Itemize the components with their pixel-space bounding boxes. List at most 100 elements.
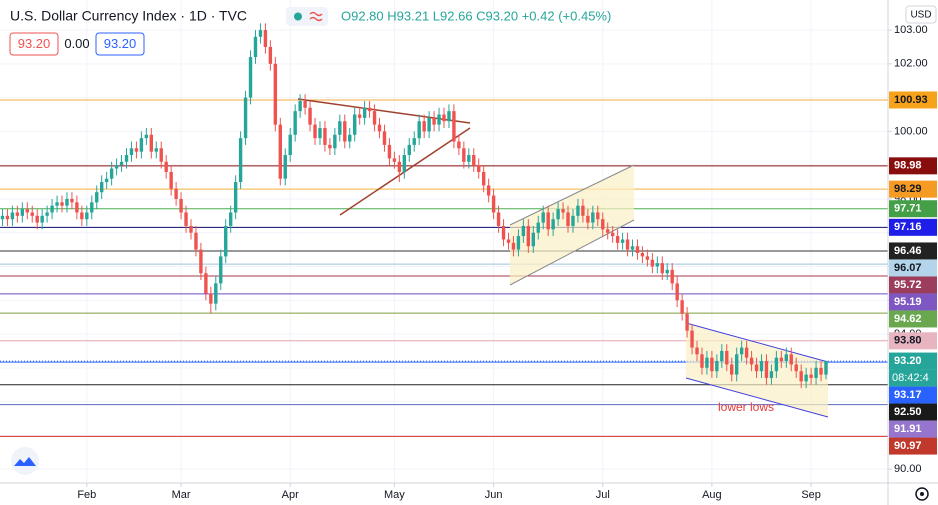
- candle-body: [432, 117, 436, 125]
- logo-icon: [14, 457, 36, 466]
- candle-body: [209, 293, 213, 304]
- candle-body: [189, 225, 193, 233]
- candle-body: [184, 212, 188, 226]
- logo[interactable]: [11, 447, 39, 475]
- candle-body: [571, 215, 575, 226]
- candle-body: [333, 134, 337, 149]
- candle-body: [253, 36, 258, 58]
- candle-body: [700, 354, 704, 368]
- candle-body: [417, 121, 421, 139]
- level-label: 95.72: [894, 279, 922, 291]
- candle-body: [685, 313, 689, 331]
- candle-body: [467, 155, 471, 162]
- indicator-box: [9, 32, 59, 56]
- level-label-box: [889, 332, 937, 350]
- candle-body: [323, 128, 327, 145]
- level-label-box: [889, 293, 937, 311]
- settings-icon[interactable]: [915, 487, 929, 501]
- x-tick-label: Sep: [801, 489, 821, 501]
- status-badge: [286, 7, 328, 26]
- channel-line: [509, 164, 635, 226]
- candle-body: [372, 111, 377, 125]
- ohlc-header: O92.80 H93.21 L92.66 C93.20 +0.42 (+0.45…: [341, 8, 611, 23]
- x-tick-label: Apr: [282, 489, 299, 501]
- candle-body: [45, 212, 49, 216]
- candle-body: [139, 138, 144, 152]
- candle-body: [348, 134, 352, 142]
- candle-body: [159, 148, 163, 162]
- candle-body: [109, 168, 114, 179]
- candle-body: [546, 212, 550, 230]
- candle-body: [95, 192, 99, 203]
- candle-body: [353, 114, 357, 135]
- candle-body: [5, 215, 10, 220]
- candle-body: [219, 256, 223, 284]
- level-label: 91.91: [894, 423, 922, 435]
- candle-body: [179, 198, 183, 213]
- candle-body: [30, 212, 34, 216]
- candle-body: [620, 239, 625, 243]
- candle-body: [759, 361, 764, 372]
- candle-body: [55, 202, 59, 206]
- candle-body: [35, 215, 39, 223]
- candle-body: [0, 215, 5, 220]
- candle-body: [606, 229, 610, 233]
- level-label: 98.98: [894, 160, 922, 172]
- candle-body: [650, 259, 655, 267]
- candle-body: [784, 354, 789, 362]
- candle-body: [670, 269, 674, 284]
- indicator-box: [95, 32, 145, 56]
- candle-body: [199, 249, 203, 274]
- candle-body: [521, 225, 526, 237]
- candle-body: [586, 215, 590, 223]
- candle-body: [491, 195, 496, 213]
- candle-body: [541, 212, 545, 223]
- candle-body: [551, 219, 555, 230]
- candle-body: [665, 269, 669, 274]
- candle-body: [779, 357, 784, 362]
- candle-body: [357, 114, 362, 118]
- candle-body: [75, 202, 79, 213]
- x-tick-label: Mar: [172, 489, 191, 501]
- level-label-box: [889, 157, 937, 175]
- level-label-box: [889, 259, 937, 277]
- channel-line: [685, 377, 829, 418]
- candle-body: [814, 367, 818, 378]
- y-tick-label: 103.00: [894, 24, 928, 36]
- candle-body: [496, 212, 501, 226]
- level-label-box: [889, 386, 937, 404]
- settings-icon-center: [920, 492, 924, 496]
- candle-body: [104, 178, 109, 183]
- candle-body: [174, 188, 178, 199]
- candle-body: [263, 30, 268, 47]
- x-tick-label: Feb: [77, 489, 96, 501]
- candle-body: [278, 124, 282, 179]
- level-label: 95.19: [894, 296, 922, 308]
- countdown-box: [889, 369, 937, 387]
- candle-body: [119, 161, 124, 166]
- candle-body: [90, 202, 94, 213]
- candle-body: [25, 209, 29, 213]
- candle-body: [690, 330, 694, 348]
- candle-body: [506, 239, 511, 243]
- y-tick-label: 102.00: [894, 58, 928, 70]
- candle-body: [85, 212, 89, 220]
- candle-body: [367, 107, 372, 112]
- candle-body: [769, 371, 774, 378]
- channel-line: [509, 219, 635, 286]
- candle-body: [318, 128, 322, 139]
- candle-body: [591, 212, 595, 223]
- level-label-box: [889, 180, 937, 198]
- level-label-box: [889, 200, 937, 218]
- countdown: 08:42:4: [892, 372, 929, 384]
- candle-body: [80, 212, 84, 220]
- level-label-box: [889, 242, 937, 260]
- candle-body: [10, 212, 15, 220]
- candle-body: [774, 357, 779, 372]
- status-icon: [309, 11, 323, 22]
- candle-body: [675, 283, 679, 301]
- currency-box[interactable]: [905, 5, 937, 24]
- candle-body: [715, 361, 719, 372]
- candle-body: [402, 155, 407, 172]
